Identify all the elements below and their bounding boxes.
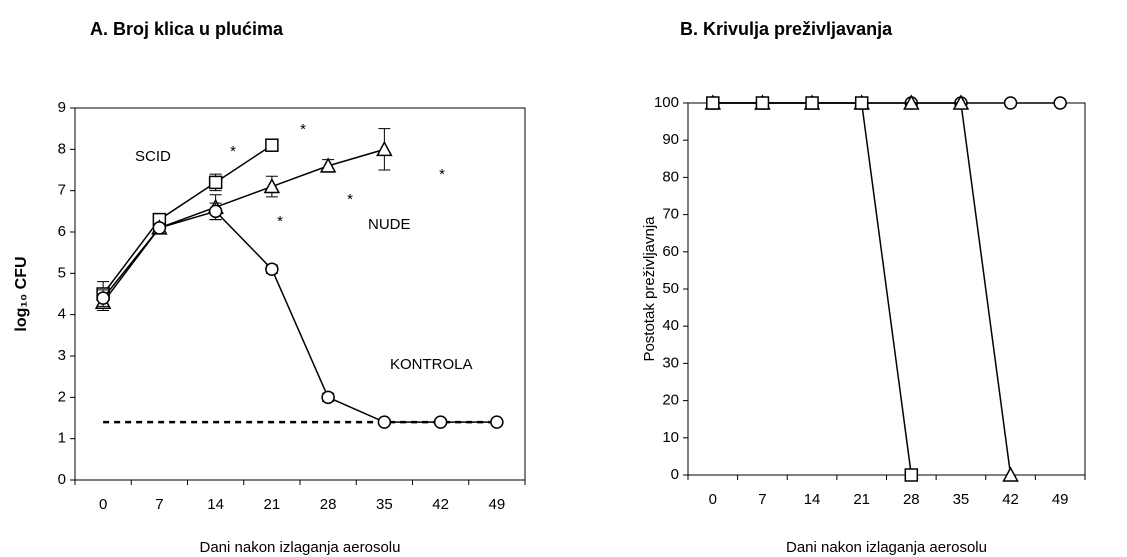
annotation: *	[300, 121, 306, 138]
annotation: *	[230, 143, 236, 160]
marker	[265, 262, 279, 276]
y-tick-label: 90	[662, 131, 679, 148]
y-tick-label: 2	[58, 388, 66, 405]
x-tick-label: 28	[320, 496, 337, 513]
marker	[706, 96, 720, 110]
y-tick-label: 60	[662, 243, 679, 260]
marker	[376, 140, 393, 157]
y-tick-label: 0	[58, 471, 66, 488]
annotation: *	[347, 191, 353, 208]
y-tick-label: 80	[662, 168, 679, 185]
marker	[903, 94, 920, 110]
marker	[904, 468, 919, 482]
x-tick-label: 7	[155, 496, 163, 513]
y-tick-label: 20	[662, 392, 679, 409]
marker	[805, 96, 819, 110]
series-label: KONTROLA	[390, 356, 473, 373]
y-tick-label: 50	[662, 280, 679, 297]
series-line	[102, 148, 385, 303]
marker	[152, 221, 167, 235]
x-tick-label: 0	[709, 491, 717, 508]
chart-title: B. Krivulja preživljavanja	[680, 19, 893, 39]
series-line	[102, 144, 273, 295]
marker	[854, 96, 869, 110]
marker	[96, 291, 110, 305]
marker	[319, 157, 337, 173]
x-tick-label: 21	[264, 496, 281, 513]
marker	[755, 96, 770, 110]
y-tick-label: 6	[58, 223, 66, 240]
y-tick-label: 3	[58, 347, 66, 364]
marker	[1053, 96, 1067, 110]
y-tick-label: 5	[58, 264, 66, 281]
x-tick-label: 7	[758, 491, 766, 508]
annotation: *	[439, 166, 445, 183]
x-axis-label: Dani nakon izlaganja aerosolu	[786, 539, 987, 556]
x-tick-label: 42	[432, 496, 449, 513]
series-line	[712, 102, 1012, 476]
y-tick-label: 9	[58, 99, 66, 116]
y-tick-label: 8	[58, 140, 66, 157]
x-tick-label: 49	[1052, 491, 1069, 508]
marker	[263, 177, 281, 194]
y-tick-label: 30	[662, 354, 679, 371]
y-tick-label: 40	[662, 317, 679, 334]
marker	[1002, 466, 1019, 482]
marker	[490, 415, 504, 429]
series-label: NUDE	[368, 216, 411, 233]
x-tick-label: 49	[489, 496, 506, 513]
annotation: *	[277, 213, 283, 230]
marker	[952, 94, 970, 110]
y-axis-label: Postotak preživljavnja	[641, 216, 658, 362]
marker	[265, 138, 279, 152]
marker	[208, 175, 223, 190]
y-tick-label: 7	[58, 182, 66, 199]
y-tick-label: 4	[58, 306, 66, 323]
y-tick-label: 0	[671, 466, 679, 483]
y-tick-label: 100	[654, 94, 679, 111]
series-line	[712, 102, 913, 476]
marker	[321, 390, 335, 405]
x-tick-label: 21	[853, 491, 870, 508]
y-tick-label: 70	[662, 206, 679, 223]
marker	[433, 415, 448, 429]
marker	[208, 204, 223, 219]
y-tick-label: 1	[58, 430, 66, 447]
x-tick-label: 14	[207, 496, 224, 513]
x-tick-label: 42	[1002, 491, 1019, 508]
x-tick-label: 35	[953, 491, 970, 508]
marker	[1003, 96, 1018, 110]
x-tick-label: 35	[376, 496, 393, 513]
x-tick-label: 0	[99, 496, 107, 513]
series-label: SCID	[135, 148, 171, 165]
series-line	[102, 210, 497, 423]
chart-title: A. Broj klica u plućima	[90, 19, 284, 39]
y-axis-label: log₁₀ CFU	[13, 256, 30, 331]
x-axis-label: Dani nakon izlaganja aerosolu	[200, 539, 401, 556]
x-tick-label: 28	[903, 491, 920, 508]
x-tick-label: 14	[804, 491, 821, 508]
y-tick-label: 10	[662, 429, 679, 446]
marker	[377, 415, 392, 429]
